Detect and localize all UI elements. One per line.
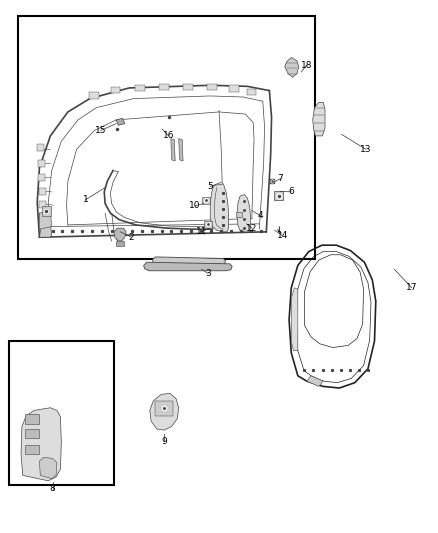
Text: 17: 17 (406, 284, 417, 292)
Bar (39, 213, 46, 220)
Bar (42, 206, 51, 216)
Bar (38, 174, 45, 181)
Polygon shape (307, 376, 323, 386)
Bar (25, 414, 39, 424)
Text: 16: 16 (163, 132, 174, 140)
Text: 1: 1 (82, 196, 88, 204)
Text: 6: 6 (288, 188, 294, 196)
Polygon shape (285, 58, 299, 77)
Bar (204, 221, 212, 228)
Bar (39, 188, 46, 195)
Polygon shape (21, 408, 61, 481)
Text: 8: 8 (49, 484, 56, 493)
Bar (39, 201, 46, 208)
Polygon shape (39, 224, 52, 237)
Text: 18: 18 (301, 61, 312, 69)
Bar (159, 84, 169, 90)
Text: 4: 4 (258, 212, 263, 220)
Polygon shape (116, 118, 125, 125)
Text: 3: 3 (205, 269, 211, 278)
Text: 5: 5 (207, 182, 213, 191)
Polygon shape (152, 257, 226, 265)
Polygon shape (237, 195, 251, 232)
Bar (18, 16, 315, 259)
Polygon shape (114, 228, 126, 241)
Text: 7: 7 (277, 174, 283, 183)
Bar (38, 160, 45, 167)
Text: 2: 2 (129, 233, 134, 241)
Bar (135, 85, 145, 91)
Polygon shape (179, 139, 183, 161)
Bar (25, 445, 39, 454)
Text: 9: 9 (161, 437, 167, 446)
Polygon shape (210, 184, 229, 232)
Text: 14: 14 (277, 231, 288, 240)
Polygon shape (313, 102, 325, 136)
Bar (9, 341, 114, 485)
Polygon shape (291, 288, 298, 351)
Bar (116, 241, 124, 246)
Text: 12: 12 (246, 224, 258, 232)
Bar (25, 429, 39, 438)
Bar (37, 144, 44, 151)
Bar (207, 84, 217, 90)
Polygon shape (144, 262, 232, 271)
Bar (202, 197, 210, 204)
Polygon shape (150, 393, 179, 430)
Bar (229, 85, 239, 92)
Polygon shape (39, 211, 52, 229)
Text: 15: 15 (95, 126, 106, 135)
Text: 13: 13 (360, 145, 371, 154)
Bar (89, 92, 99, 99)
Bar (183, 84, 193, 90)
Text: 11: 11 (196, 228, 207, 236)
Bar (236, 212, 242, 217)
Bar (247, 89, 256, 95)
Polygon shape (171, 139, 175, 161)
Polygon shape (39, 457, 57, 479)
Bar (155, 401, 173, 416)
Bar (111, 87, 120, 93)
Text: 10: 10 (189, 201, 201, 210)
Bar (274, 191, 283, 200)
